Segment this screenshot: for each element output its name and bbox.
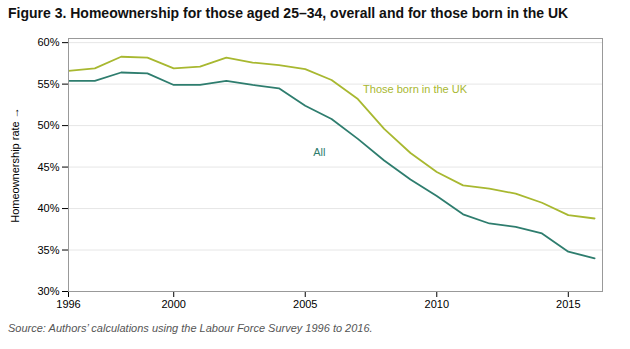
svg-text:Those born in the UK: Those born in the UK <box>363 83 468 95</box>
svg-text:50%: 50% <box>37 119 59 131</box>
svg-text:60%: 60% <box>37 36 59 48</box>
svg-text:Homeownership rate →: Homeownership rate → <box>9 107 21 223</box>
svg-text:2005: 2005 <box>293 298 317 310</box>
svg-text:30%: 30% <box>37 285 59 297</box>
svg-text:All: All <box>313 146 325 158</box>
html-text:Figure 3. Homeownership for th: Figure 3. Homeownership for those aged 2… <box>8 5 569 21</box>
html-text:Source: Authors’ calculations: Source: Authors’ calculations using the … <box>8 322 373 334</box>
svg-text:1996: 1996 <box>56 298 80 310</box>
svg-text:45%: 45% <box>37 161 59 173</box>
svg-text:40%: 40% <box>37 202 59 214</box>
svg-text:2010: 2010 <box>425 298 449 310</box>
svg-text:35%: 35% <box>37 244 59 256</box>
svg-text:2000: 2000 <box>161 298 185 310</box>
svg-text:2015: 2015 <box>556 298 580 310</box>
svg-text:55%: 55% <box>37 78 59 90</box>
